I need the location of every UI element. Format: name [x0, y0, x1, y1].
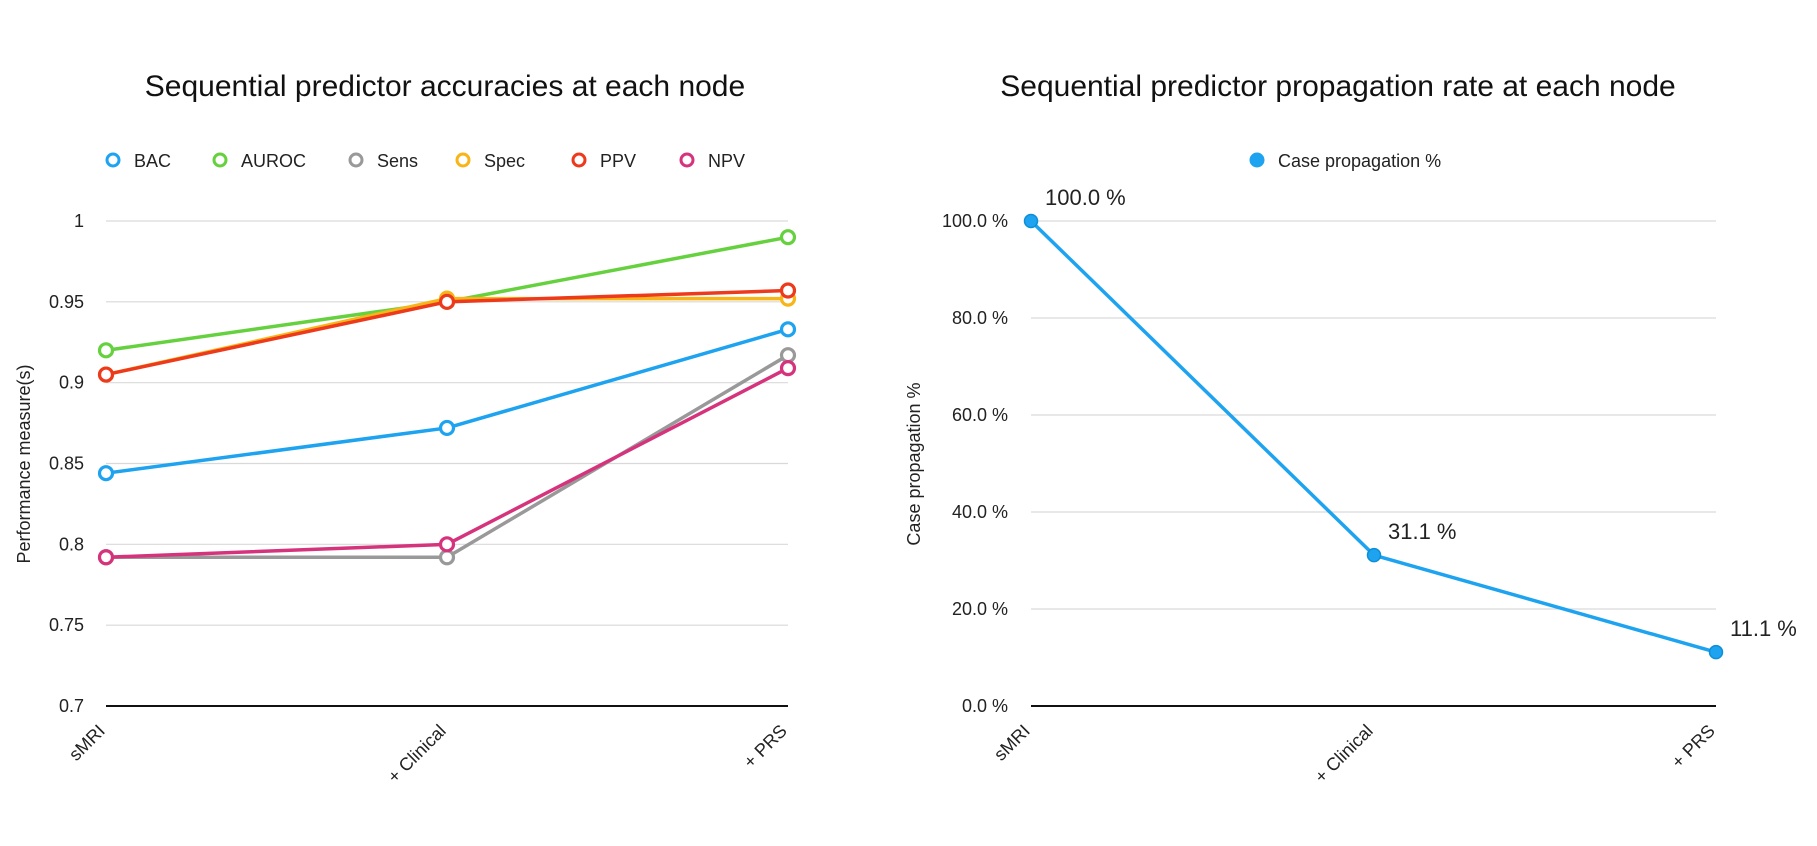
legend-item: Spec [455, 151, 525, 171]
data-point [779, 282, 797, 299]
chart-1: Sequential predictor accuracies at each … [14, 70, 797, 787]
legend-item: PPV [571, 151, 636, 171]
x-tick-label: sMRI [65, 721, 109, 765]
data-point [438, 293, 456, 310]
data-point [779, 360, 797, 377]
data-label: 100.0 % [1045, 185, 1126, 210]
series-case-propagation-: 100.0 % 31.1 % 11.1 % [1023, 185, 1797, 660]
legend-item: NPV [679, 151, 745, 171]
data-point [1366, 547, 1382, 563]
y-tick-label: 0.75 [49, 615, 84, 635]
series-line [1029, 219, 1718, 654]
y-tick-label: 0.8 [59, 534, 84, 554]
legend-label: NPV [708, 151, 745, 171]
data-point [779, 229, 797, 246]
legend-marker [1249, 152, 1265, 168]
y-tick-label: 80.0 % [952, 308, 1008, 328]
y-axis-label: Performance measure(s) [14, 364, 34, 563]
data-point [97, 549, 115, 566]
legend-label: BAC [134, 151, 171, 171]
chart-title: Sequential predictor accuracies at each … [145, 70, 745, 103]
y-tick-label: 0.7 [59, 696, 84, 716]
y-tick-label: 40.0 % [952, 502, 1008, 522]
series-line [104, 366, 790, 560]
legend-marker [348, 152, 364, 168]
y-tick-label: 0.95 [49, 292, 84, 312]
legend-marker [212, 152, 228, 168]
data-point [1708, 644, 1724, 660]
legend-label: Sens [377, 151, 418, 171]
data-point [1023, 213, 1039, 229]
data-point [438, 536, 456, 553]
series-ppv [97, 282, 797, 383]
data-label: 31.1 % [1388, 519, 1457, 544]
y-tick-label: 60.0 % [952, 405, 1008, 425]
data-label: 11.1 % [1730, 616, 1797, 641]
data-point [97, 366, 115, 383]
y-tick-label: 1 [74, 211, 84, 231]
x-tick-label: + PRS [740, 721, 791, 772]
y-tick-label: 0.85 [49, 454, 84, 474]
legend-label: Case propagation % [1278, 151, 1441, 171]
legend-marker [455, 152, 471, 168]
legend-label: PPV [600, 151, 636, 171]
y-tick-label: 100.0 % [942, 211, 1008, 231]
data-point [97, 342, 115, 359]
legend-item: BAC [105, 151, 171, 171]
y-tick-label: 0.9 [59, 373, 84, 393]
legend-item: Sens [348, 151, 418, 171]
legend-marker [679, 152, 695, 168]
series-sens [97, 347, 797, 566]
legend-label: AUROC [241, 151, 306, 171]
data-point [438, 419, 456, 437]
x-tick-label: sMRI [990, 721, 1034, 765]
x-tick-label: + Clinical [384, 721, 450, 787]
y-tick-label: 0.0 % [962, 696, 1008, 716]
chart-title: Sequential predictor propagation rate at… [1000, 70, 1675, 103]
data-point [779, 347, 797, 364]
data-point [438, 549, 456, 566]
x-tick-label: + PRS [1668, 721, 1719, 772]
legend-item: AUROC [212, 151, 306, 171]
data-point [97, 465, 115, 482]
legend-marker [571, 152, 587, 168]
data-point [779, 321, 797, 338]
x-tick-label: + Clinical [1311, 721, 1377, 787]
series-bac [97, 321, 797, 482]
series-line [104, 353, 790, 560]
legend-label: Spec [484, 151, 525, 171]
legend-marker [105, 152, 121, 168]
y-tick-label: 20.0 % [952, 599, 1008, 619]
legend-item: Case propagation % [1249, 151, 1441, 171]
series-npv [97, 360, 797, 566]
y-axis-label: Case propagation % [904, 382, 924, 545]
chart-2: Sequential predictor propagation rate at… [904, 70, 1797, 787]
